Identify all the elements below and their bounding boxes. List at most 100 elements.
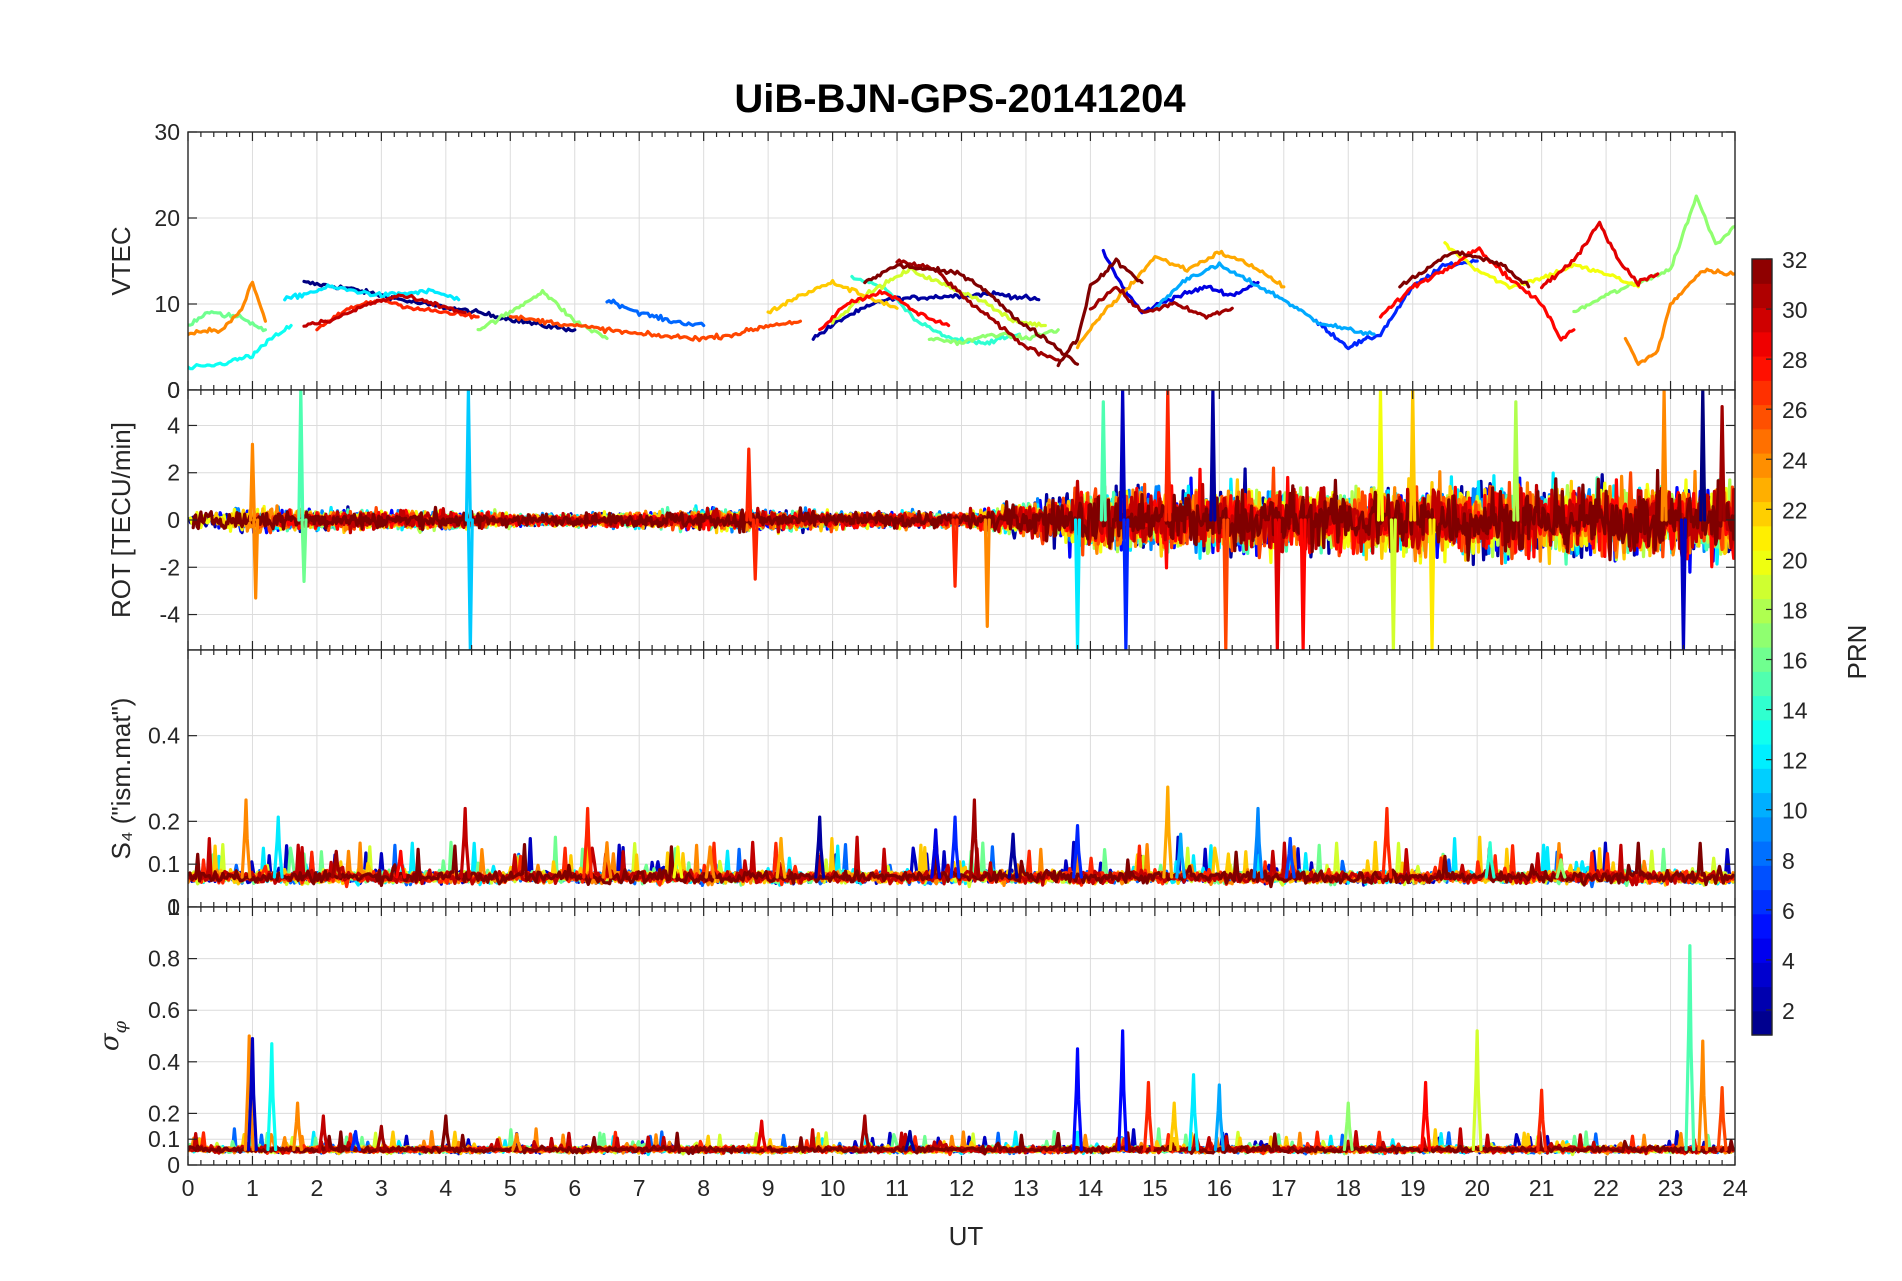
rot-spike (1222, 518, 1230, 650)
sigma_phi-peak (1697, 1039, 1709, 1152)
s4-peak (1007, 832, 1019, 879)
vtec-trace-prn-19 (831, 266, 1047, 328)
colorbar-band (1752, 574, 1772, 600)
vtec-trace-prn-26 (508, 314, 802, 343)
rot-spike (1718, 404, 1726, 522)
colorbar-band (1752, 671, 1772, 697)
y-tick-label: -4 (160, 602, 181, 628)
rot-spike (751, 518, 759, 581)
colorbar-tick-label: 22 (1782, 497, 1808, 523)
s4-peak (1162, 785, 1174, 879)
colorbar-tick-label: 26 (1782, 397, 1808, 423)
vtec-trace-prn-6 (1314, 258, 1479, 351)
vtec-trace-prn-10 (1153, 261, 1376, 336)
x-tick-label: 15 (1142, 1175, 1168, 1201)
y-tick-label: 10 (154, 291, 180, 317)
vtec-trace-prn-32 (1056, 257, 1144, 368)
colorbar-band (1752, 550, 1772, 575)
x-tick-label: 8 (697, 1175, 710, 1201)
colorbar-band (1752, 259, 1772, 284)
vtec-trace-prn-24 (1623, 267, 1735, 366)
y-tick-label: 0.1 (148, 851, 180, 877)
vtec-trace-prn-24 (188, 280, 267, 337)
colorbar-band (1752, 792, 1772, 818)
y-tick-label: -2 (160, 554, 180, 580)
colorbar-band (1752, 986, 1772, 1012)
y-tick-label: 4 (167, 412, 180, 438)
s4-peak (814, 815, 826, 879)
sigma_phi-peak (1716, 1086, 1728, 1152)
vtec-trace-prn-4 (1101, 248, 1260, 315)
s4-peak (775, 836, 787, 879)
vtec-trace-prn-23 (1075, 249, 1286, 350)
sigma_phi-peak (1168, 1101, 1180, 1152)
colorbar-tick-label: 16 (1782, 648, 1808, 674)
y-axis-label-s4: S₄ ("ism.mat") (106, 698, 136, 860)
vtec-trace-prn-28 (818, 289, 951, 332)
y-axis-label-sigma_phi: σφ (95, 1020, 131, 1051)
colorbar-band (1752, 428, 1772, 454)
vtec-trace-prn-2 (811, 290, 1041, 341)
s4-peak (1381, 806, 1393, 879)
sigma_phi-peak (1342, 1101, 1354, 1152)
vtec-trace-prn-29 (1540, 220, 1660, 290)
rot-spike (1660, 390, 1668, 522)
colorbar-tick-label: 30 (1782, 297, 1808, 323)
s4-peak (459, 806, 471, 879)
y-tick-label: 0.8 (148, 946, 180, 972)
sigma_phi-trace-prn-32 (188, 1130, 1735, 1156)
colorbar-band (1752, 938, 1772, 963)
y-tick-label: 0.4 (148, 723, 180, 749)
s4-peak (1555, 858, 1567, 879)
s4-peak (395, 849, 407, 879)
data-traces (188, 785, 1735, 889)
y-tick-label-top: 1 (167, 894, 180, 920)
rot-spike (983, 518, 991, 628)
rot-spike (1073, 518, 1082, 650)
colorbar-tick-label: 4 (1782, 948, 1795, 974)
rot-spike (252, 518, 260, 600)
vtec-trace-prn-31 (1088, 285, 1234, 320)
s4-peak (330, 849, 342, 879)
colorbar-band (1752, 647, 1772, 672)
sigma_phi-peak (317, 1114, 329, 1152)
sigma_phi-peak (1072, 1047, 1083, 1152)
colorbar-band (1752, 744, 1772, 769)
y-tick-label: 0.2 (148, 808, 180, 834)
vtec-trace-prn-13 (188, 323, 293, 371)
x-tick-label: 20 (1464, 1175, 1490, 1201)
colorbar-band (1752, 768, 1772, 794)
y-tick-label: 0.2 (148, 1100, 180, 1126)
vtec-trace-prn-32 (863, 263, 1080, 366)
rot-spike (1209, 390, 1217, 522)
colorbar-band (1752, 307, 1772, 333)
s4-peak (272, 815, 284, 879)
colorbar-tick-label: 18 (1782, 597, 1808, 623)
rot-spike (951, 518, 959, 588)
chart-title: UiB-BJN-GPS-20141204 (734, 77, 1186, 121)
vtec-trace-prn-30 (302, 293, 467, 328)
x-tick-label: 5 (504, 1175, 517, 1201)
colorbar-band (1752, 913, 1772, 939)
sigma_phi-peak (292, 1101, 304, 1152)
colorbar-band (1752, 331, 1772, 357)
y-tick-label: 20 (154, 205, 180, 231)
colorbar-band (1752, 453, 1772, 478)
sigma_phi-peak (1684, 944, 1696, 1152)
s4-peak (1252, 806, 1264, 879)
colorbar-band (1752, 865, 1772, 891)
x-tick-label: 24 (1722, 1175, 1748, 1201)
x-tick-label: 13 (1013, 1175, 1039, 1201)
colorbar-band (1752, 889, 1772, 915)
rot-spike (466, 518, 474, 650)
s4-peak (968, 798, 980, 879)
x-tick-label: 21 (1529, 1175, 1555, 1201)
colorbar-band (1752, 356, 1772, 381)
sigma_phi-peak (440, 1114, 452, 1152)
sigma_phi-peak (756, 1119, 768, 1152)
sigma-symbol: σ (95, 1032, 125, 1051)
sigma_phi-peak (511, 1132, 523, 1152)
s4-peak (1284, 836, 1296, 879)
rot-spike (1273, 518, 1281, 650)
sigma_phi-peak (1117, 1029, 1129, 1152)
